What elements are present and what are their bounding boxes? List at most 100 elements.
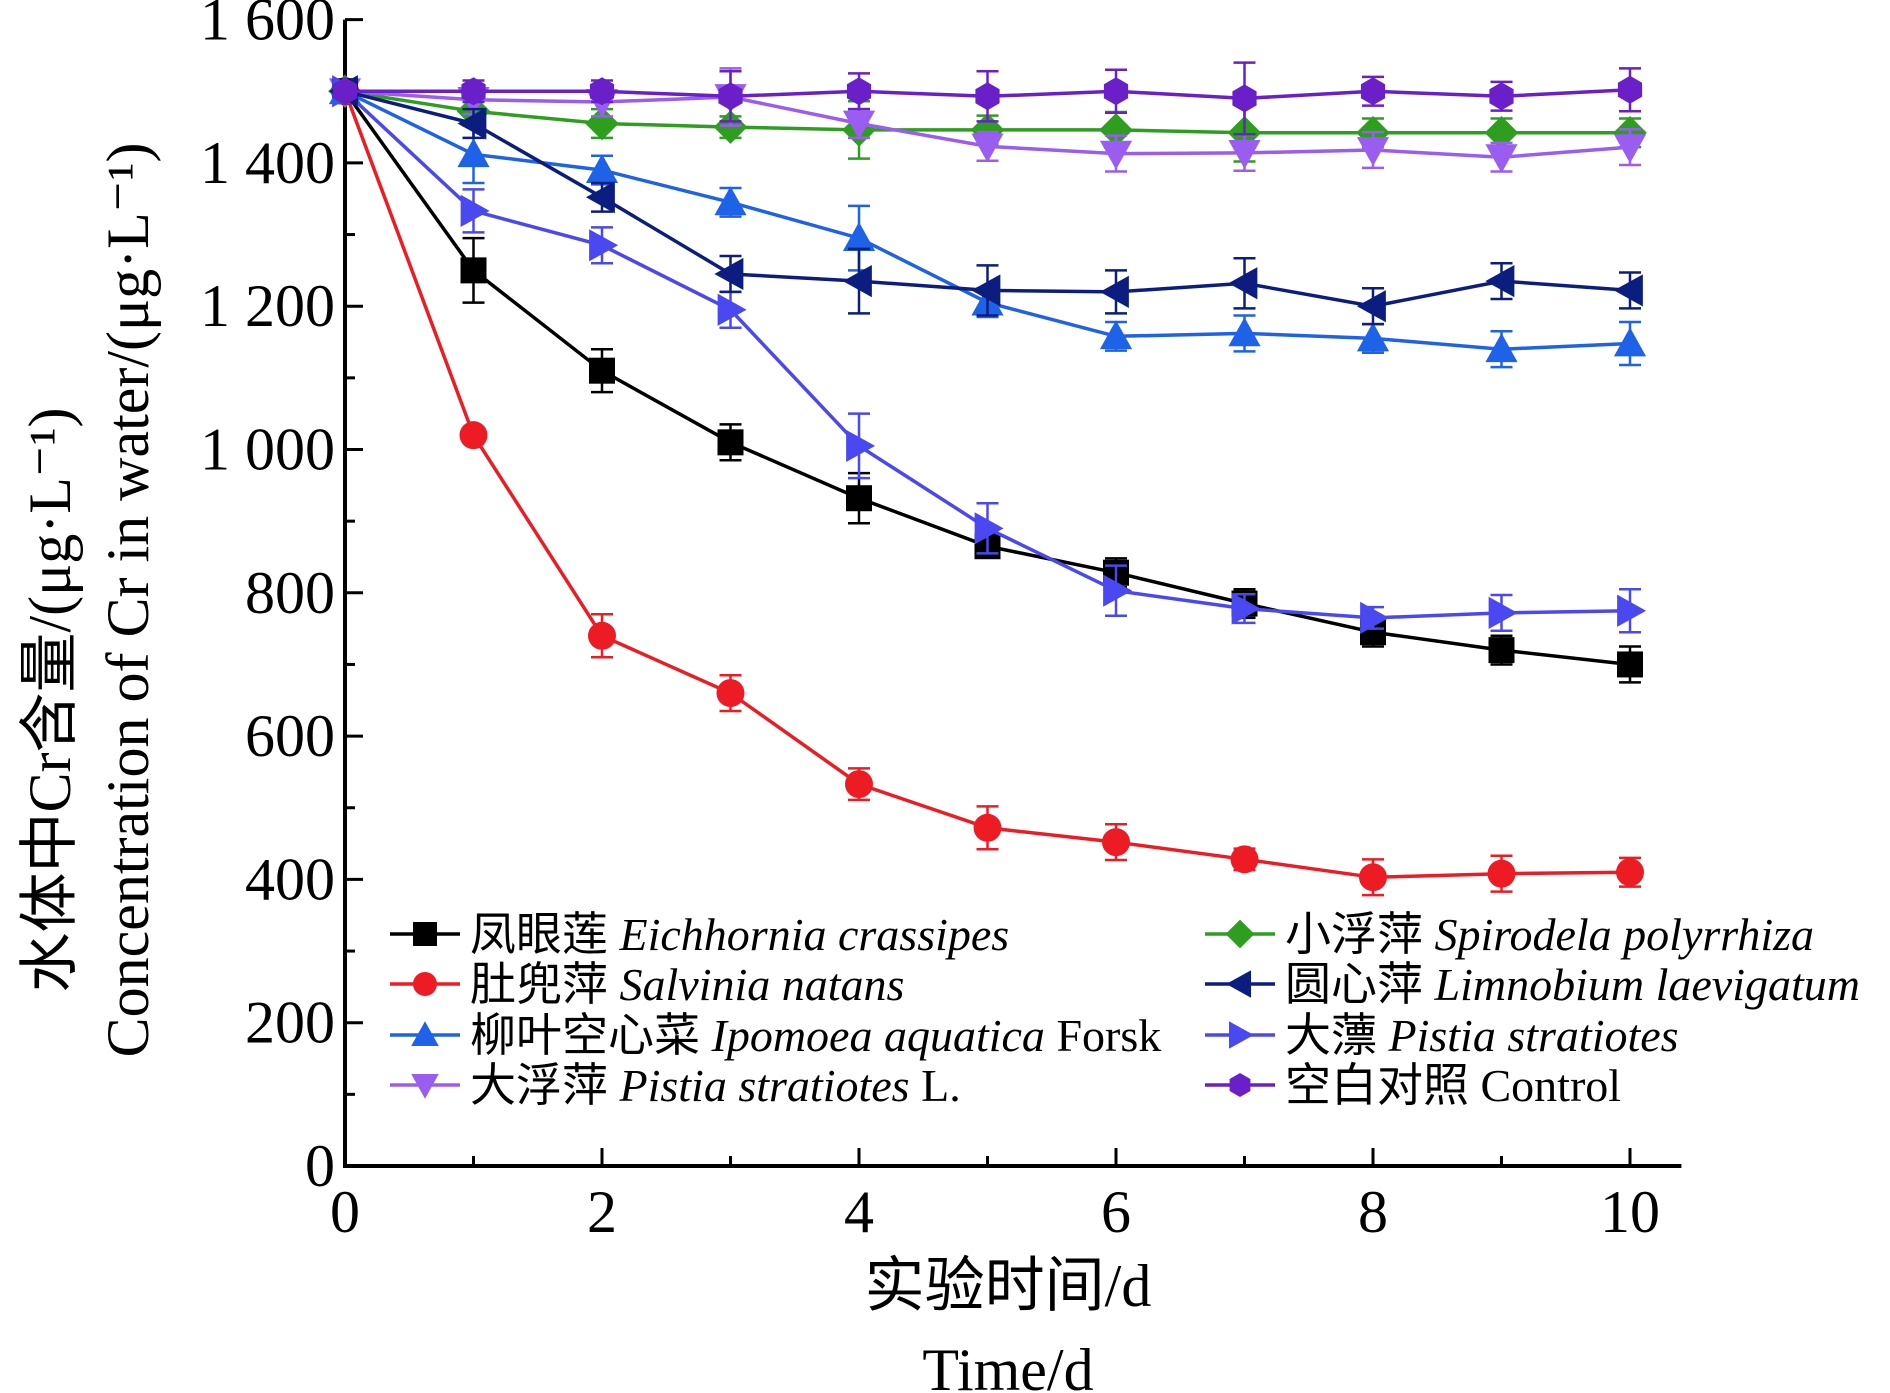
marker-circle	[1359, 863, 1387, 892]
y-tick-label: 600	[245, 703, 335, 769]
marker-diamond	[1099, 113, 1133, 147]
series-line	[343, 90, 1631, 667]
marker-triangle-right	[717, 293, 747, 326]
marker-diamond	[713, 110, 748, 144]
marker-triangle-right	[1231, 592, 1261, 625]
legend-entry: 大浮萍 Pistia stratiotes L.	[390, 1060, 961, 1111]
marker-square	[1617, 651, 1643, 678]
x-axis-title-en: Time/d	[922, 1337, 1093, 1393]
marker-triangle-up	[585, 153, 619, 183]
marker-triangle-down	[1099, 140, 1133, 170]
marker-hexagon	[1103, 77, 1129, 106]
marker-triangle-up	[1356, 322, 1390, 352]
marker-triangle-left	[1613, 274, 1643, 307]
marker-square	[717, 429, 744, 456]
marker-hexagon	[846, 77, 872, 106]
marker-hexagon	[975, 82, 1000, 111]
marker-circle	[1230, 845, 1259, 874]
x-tick-label: 2	[587, 1179, 617, 1245]
marker-triangle-down	[842, 110, 876, 140]
marker-triangle-up	[1228, 317, 1261, 347]
marker-triangle-down	[1228, 139, 1261, 169]
legend-label: 柳叶空心菜 Ipomoea aquatica Forsk	[470, 1010, 1161, 1061]
marker-triangle-up	[411, 1021, 439, 1047]
marker-hexagon	[1617, 75, 1643, 104]
marker-triangle-up	[1485, 333, 1518, 363]
marker-triangle-up	[842, 222, 876, 252]
marker-circle	[1616, 858, 1644, 887]
marker-circle	[845, 770, 873, 799]
marker-triangle-down	[1485, 144, 1518, 174]
legend-entry: 大薸 Pistia stratiotes	[1205, 1010, 1679, 1061]
marker-hexagon	[1232, 84, 1257, 113]
legend-entry: 凤眼莲 Eichhornia crassipes	[390, 909, 1009, 960]
y-tick-label: 0	[305, 1133, 335, 1199]
axis-titles: 实验时间/d Time/d 水体中Cr含量/(μg·L⁻¹) Concentra…	[17, 143, 1151, 1393]
marker-triangle-left	[1226, 970, 1252, 998]
marker-triangle-right	[1617, 594, 1647, 627]
marker-triangle-right	[460, 194, 490, 228]
legend-label: 大浮萍 Pistia stratiotes L.	[470, 1060, 961, 1111]
legend-entry: 圆心萍 Limnobium laevigatum	[1205, 959, 1860, 1010]
marker-circle	[973, 813, 1002, 842]
series-line	[343, 90, 1631, 880]
marker-triangle-left	[714, 257, 744, 291]
series-7	[332, 61, 1643, 136]
y-axis-title-zh: 水体中Cr含量/(μg·L⁻¹)	[17, 407, 83, 992]
marker-hexagon	[589, 77, 615, 106]
x-tick-label: 4	[844, 1179, 874, 1245]
marker-circle	[716, 679, 745, 708]
marker-hexagon	[718, 82, 743, 111]
marker-triangle-up	[714, 186, 747, 216]
marker-circle	[1102, 828, 1130, 857]
marker-triangle-right	[1488, 596, 1518, 629]
y-tick-label: 1 000	[200, 417, 335, 483]
marker-triangle-right	[974, 512, 1004, 545]
marker-triangle-right	[589, 229, 619, 262]
legend-entry: 小浮萍 Spirodela polyrrhiza	[1205, 909, 1814, 960]
marker-hexagon	[1229, 1073, 1251, 1097]
y-tick-label: 200	[245, 990, 335, 1056]
marker-diamond	[970, 113, 1005, 147]
series-1	[331, 77, 1644, 897]
legend-label: 小浮萍 Spirodela polyrrhiza	[1285, 909, 1814, 960]
x-tick-label: 8	[1358, 1179, 1388, 1245]
y-tick-label: 1 600	[200, 0, 335, 53]
axes: 0 200 400 600 800 1 000 1 200 1 400 1 600 0 2 4 6 8 10	[200, 0, 1682, 1245]
marker-square	[413, 922, 437, 946]
marker-hexagon	[461, 77, 486, 106]
legend-label: 凤眼莲 Eichhornia crassipes	[470, 909, 1009, 960]
y-tick-label: 400	[245, 846, 335, 912]
marker-hexagon	[1489, 82, 1514, 111]
legend-entry: 肚兜萍 Salvinia natans	[390, 959, 904, 1010]
marker-circle	[1487, 859, 1516, 888]
marker-circle	[459, 421, 488, 450]
x-axis-title-zh: 实验时间/d	[865, 1253, 1152, 1319]
y-tick-label: 800	[245, 560, 335, 626]
marker-hexagon	[332, 77, 358, 106]
marker-triangle-left	[1356, 290, 1386, 323]
marker-triangle-right	[1228, 1021, 1254, 1049]
marker-diamond	[585, 106, 619, 141]
legend-label: 大薸 Pistia stratiotes	[1285, 1010, 1679, 1061]
series-layer	[328, 61, 1647, 897]
legend-entry: 柳叶空心菜 Ipomoea aquatica Forsk	[390, 1010, 1161, 1061]
marker-triangle-up	[1099, 320, 1133, 350]
x-tick-label: 10	[1600, 1179, 1660, 1245]
series-0	[332, 78, 1643, 684]
marker-triangle-left	[971, 274, 1001, 307]
marker-diamond	[1484, 116, 1519, 150]
marker-triangle-left	[1485, 265, 1515, 298]
marker-diamond	[1225, 919, 1255, 949]
marker-triangle-down	[411, 1073, 439, 1099]
marker-square	[1488, 637, 1515, 664]
marker-triangle-right	[1103, 574, 1133, 607]
marker-circle	[413, 972, 437, 996]
legend-label: 空白对照 Control	[1285, 1060, 1621, 1111]
series-5	[328, 75, 1643, 326]
marker-triangle-left	[457, 107, 487, 140]
y-tick-label: 1 200	[200, 273, 335, 339]
series-6	[332, 75, 1647, 634]
marker-square	[460, 257, 487, 284]
